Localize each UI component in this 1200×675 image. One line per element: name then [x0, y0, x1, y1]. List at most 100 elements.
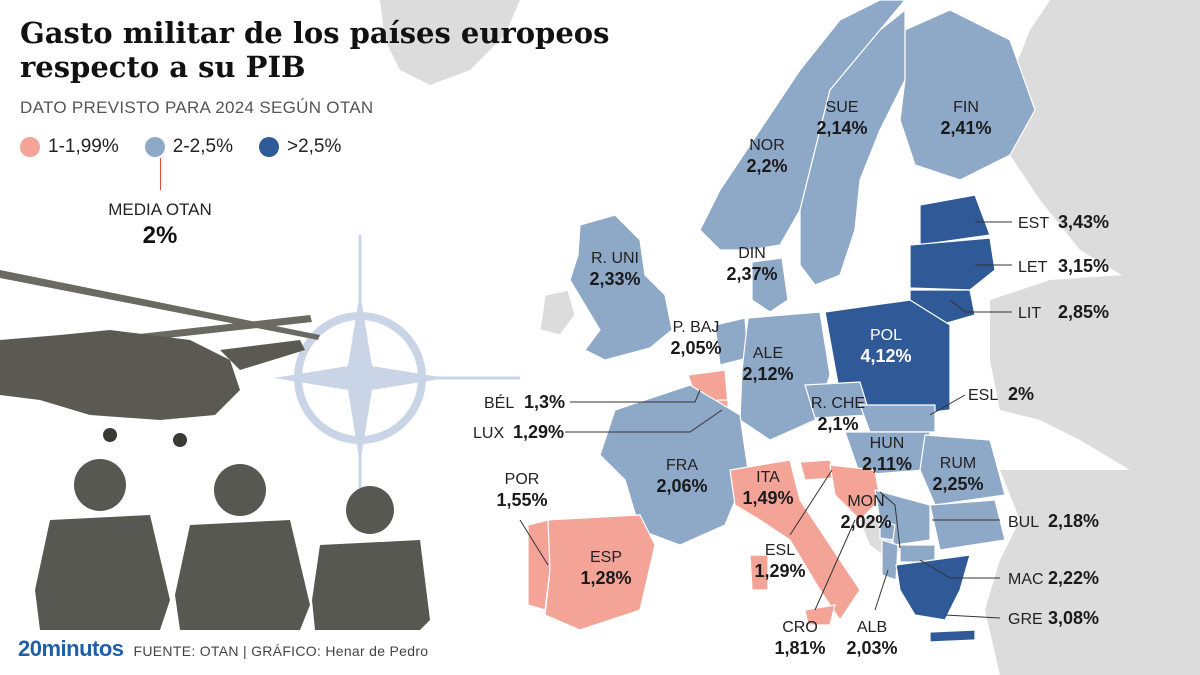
shape-romania — [919, 434, 1006, 506]
country-code: MON — [847, 493, 884, 510]
chart-title: Gasto militar de los países europeos res… — [20, 16, 620, 84]
country-value: 2% — [1008, 384, 1034, 404]
legend-label-high: >2,5% — [286, 136, 342, 157]
legend-item-high: >2,5% — [258, 136, 342, 158]
country-label-fin-1: FIN 2,41% — [940, 99, 991, 138]
brand-logo: 20minutos — [18, 636, 124, 661]
shape-greece — [895, 554, 971, 621]
shape-slovakia — [859, 404, 936, 433]
nato-emblem — [274, 235, 520, 520]
shape-montenegro — [879, 519, 896, 541]
country-label-alb-26: ALB 2,03% — [846, 619, 897, 658]
country-code: FRA — [666, 457, 698, 474]
average-marker-line — [160, 158, 161, 190]
country-label-rum-16: RUM 2,25% — [932, 455, 983, 494]
country-value: 2,41% — [940, 118, 991, 138]
shape-italy — [729, 459, 861, 622]
title-line-1: Gasto militar de los países europeos — [20, 16, 610, 50]
country-value: 2,33% — [589, 269, 640, 289]
legend-swatch-high — [258, 137, 279, 157]
country-label-hun-15: HUN 2,11% — [862, 435, 912, 474]
non-member-land — [380, 0, 1200, 675]
country-code: R. UNI — [591, 250, 639, 267]
shape-bulgaria — [929, 499, 1006, 551]
country-value: 2,25% — [932, 474, 983, 494]
country-code: POL — [870, 327, 902, 344]
shape-latvia — [909, 237, 996, 291]
legend-swatch-mid — [144, 137, 165, 157]
legend-swatch-low — [20, 137, 40, 157]
soldiers-illustration — [35, 459, 430, 630]
shape-portugal — [527, 519, 551, 611]
shape-croatia — [829, 464, 881, 521]
country-label-let-6: LET 3,15% — [1018, 256, 1109, 276]
shape-albania — [881, 539, 899, 581]
country-label-esl-14: ESL 2% — [968, 384, 1034, 404]
country-code: CRO — [782, 619, 818, 636]
country-value: 3,43% — [1058, 212, 1109, 232]
average-label: MEDIA OTAN — [108, 200, 212, 219]
country-label-ita-18: ITA 1,49% — [742, 469, 793, 508]
country-label-est-5: EST 3,43% — [1018, 212, 1109, 232]
country-label-ale-9: ALE 2,12% — [742, 345, 793, 384]
country-value: 1,81% — [774, 638, 825, 658]
helicopter-illustration — [0, 270, 320, 447]
country-value: 1,3% — [524, 392, 565, 412]
country-code: NOR — [749, 137, 785, 154]
country-value: 1,28% — [580, 568, 631, 588]
country-code: LUX — [473, 425, 504, 442]
shape-slovenia — [799, 459, 836, 481]
country-code: FIN — [953, 99, 979, 116]
country-value: 2,1% — [817, 414, 858, 434]
country-value: 2,11% — [862, 454, 912, 474]
leader-lines — [519, 221, 1012, 619]
country-label-r-uni-3: R. UNI 2,33% — [589, 250, 640, 289]
average-value: 2% — [142, 222, 178, 249]
country-label-pol-10: POL 4,12% — [860, 327, 911, 366]
country-value: 3,08% — [1048, 608, 1099, 628]
country-code: ALE — [753, 345, 783, 362]
shape-germany — [739, 311, 831, 441]
country-code: DIN — [738, 245, 766, 262]
country-label-lit-7: LIT 2,85% — [1018, 302, 1109, 322]
country-label-sue-0: SUE 2,14% — [816, 99, 867, 138]
title-line-2: respecto a su PIB — [20, 50, 306, 84]
country-label-din-4: DIN 2,37% — [726, 245, 777, 284]
country-label-gre-27: GRE 3,08% — [1008, 608, 1099, 628]
country-label-bul-21: BUL 2,18% — [1008, 511, 1099, 531]
country-label-b-l-11: BÉL 1,3% — [484, 392, 565, 412]
country-code: RUM — [940, 455, 976, 472]
chart-subtitle: DATO PREVISTO PARA 2024 SEGÚN OTAN — [20, 98, 374, 117]
legend-label-mid: 2-2,5% — [172, 136, 233, 157]
shape-denmark — [751, 257, 789, 313]
source-credit: FUENTE: OTAN | GRÁFICO: Henar de Pedro — [133, 643, 429, 659]
country-value: 1,49% — [742, 488, 793, 508]
legend: 1-1,99% 2-2,5% >2,5% — [20, 136, 341, 158]
country-code: ALB — [857, 619, 887, 636]
country-value: 2,22% — [1048, 568, 1099, 588]
shape-uk — [569, 214, 673, 361]
country-label-p-baj-8: P. BAJ 2,05% — [670, 319, 721, 358]
shape-ireland — [539, 289, 576, 336]
country-value: 2,18% — [1048, 511, 1099, 531]
country-label-por-19: POR 1,55% — [496, 471, 547, 510]
country-label-mon-20: MON 2,02% — [840, 493, 891, 532]
country-label-nor-2: NOR 2,2% — [746, 137, 787, 176]
country-code: GRE — [1008, 611, 1043, 628]
country-code: ITA — [756, 469, 780, 486]
country-value: 2,02% — [840, 512, 891, 532]
country-code: LIT — [1018, 305, 1041, 322]
country-value: 1,29% — [513, 422, 564, 442]
country-code: ESP — [590, 549, 622, 566]
country-value: 1,29% — [754, 561, 805, 581]
country-value: 1,55% — [496, 490, 547, 510]
country-code: SUE — [826, 99, 859, 116]
shape-sweden — [799, 8, 906, 286]
country-value: 2,12% — [742, 364, 793, 384]
country-shapes — [527, 0, 1036, 643]
legend-label-low: 1-1,99% — [48, 136, 119, 157]
country-value: 3,15% — [1058, 256, 1109, 276]
country-code: ESL — [968, 387, 998, 404]
